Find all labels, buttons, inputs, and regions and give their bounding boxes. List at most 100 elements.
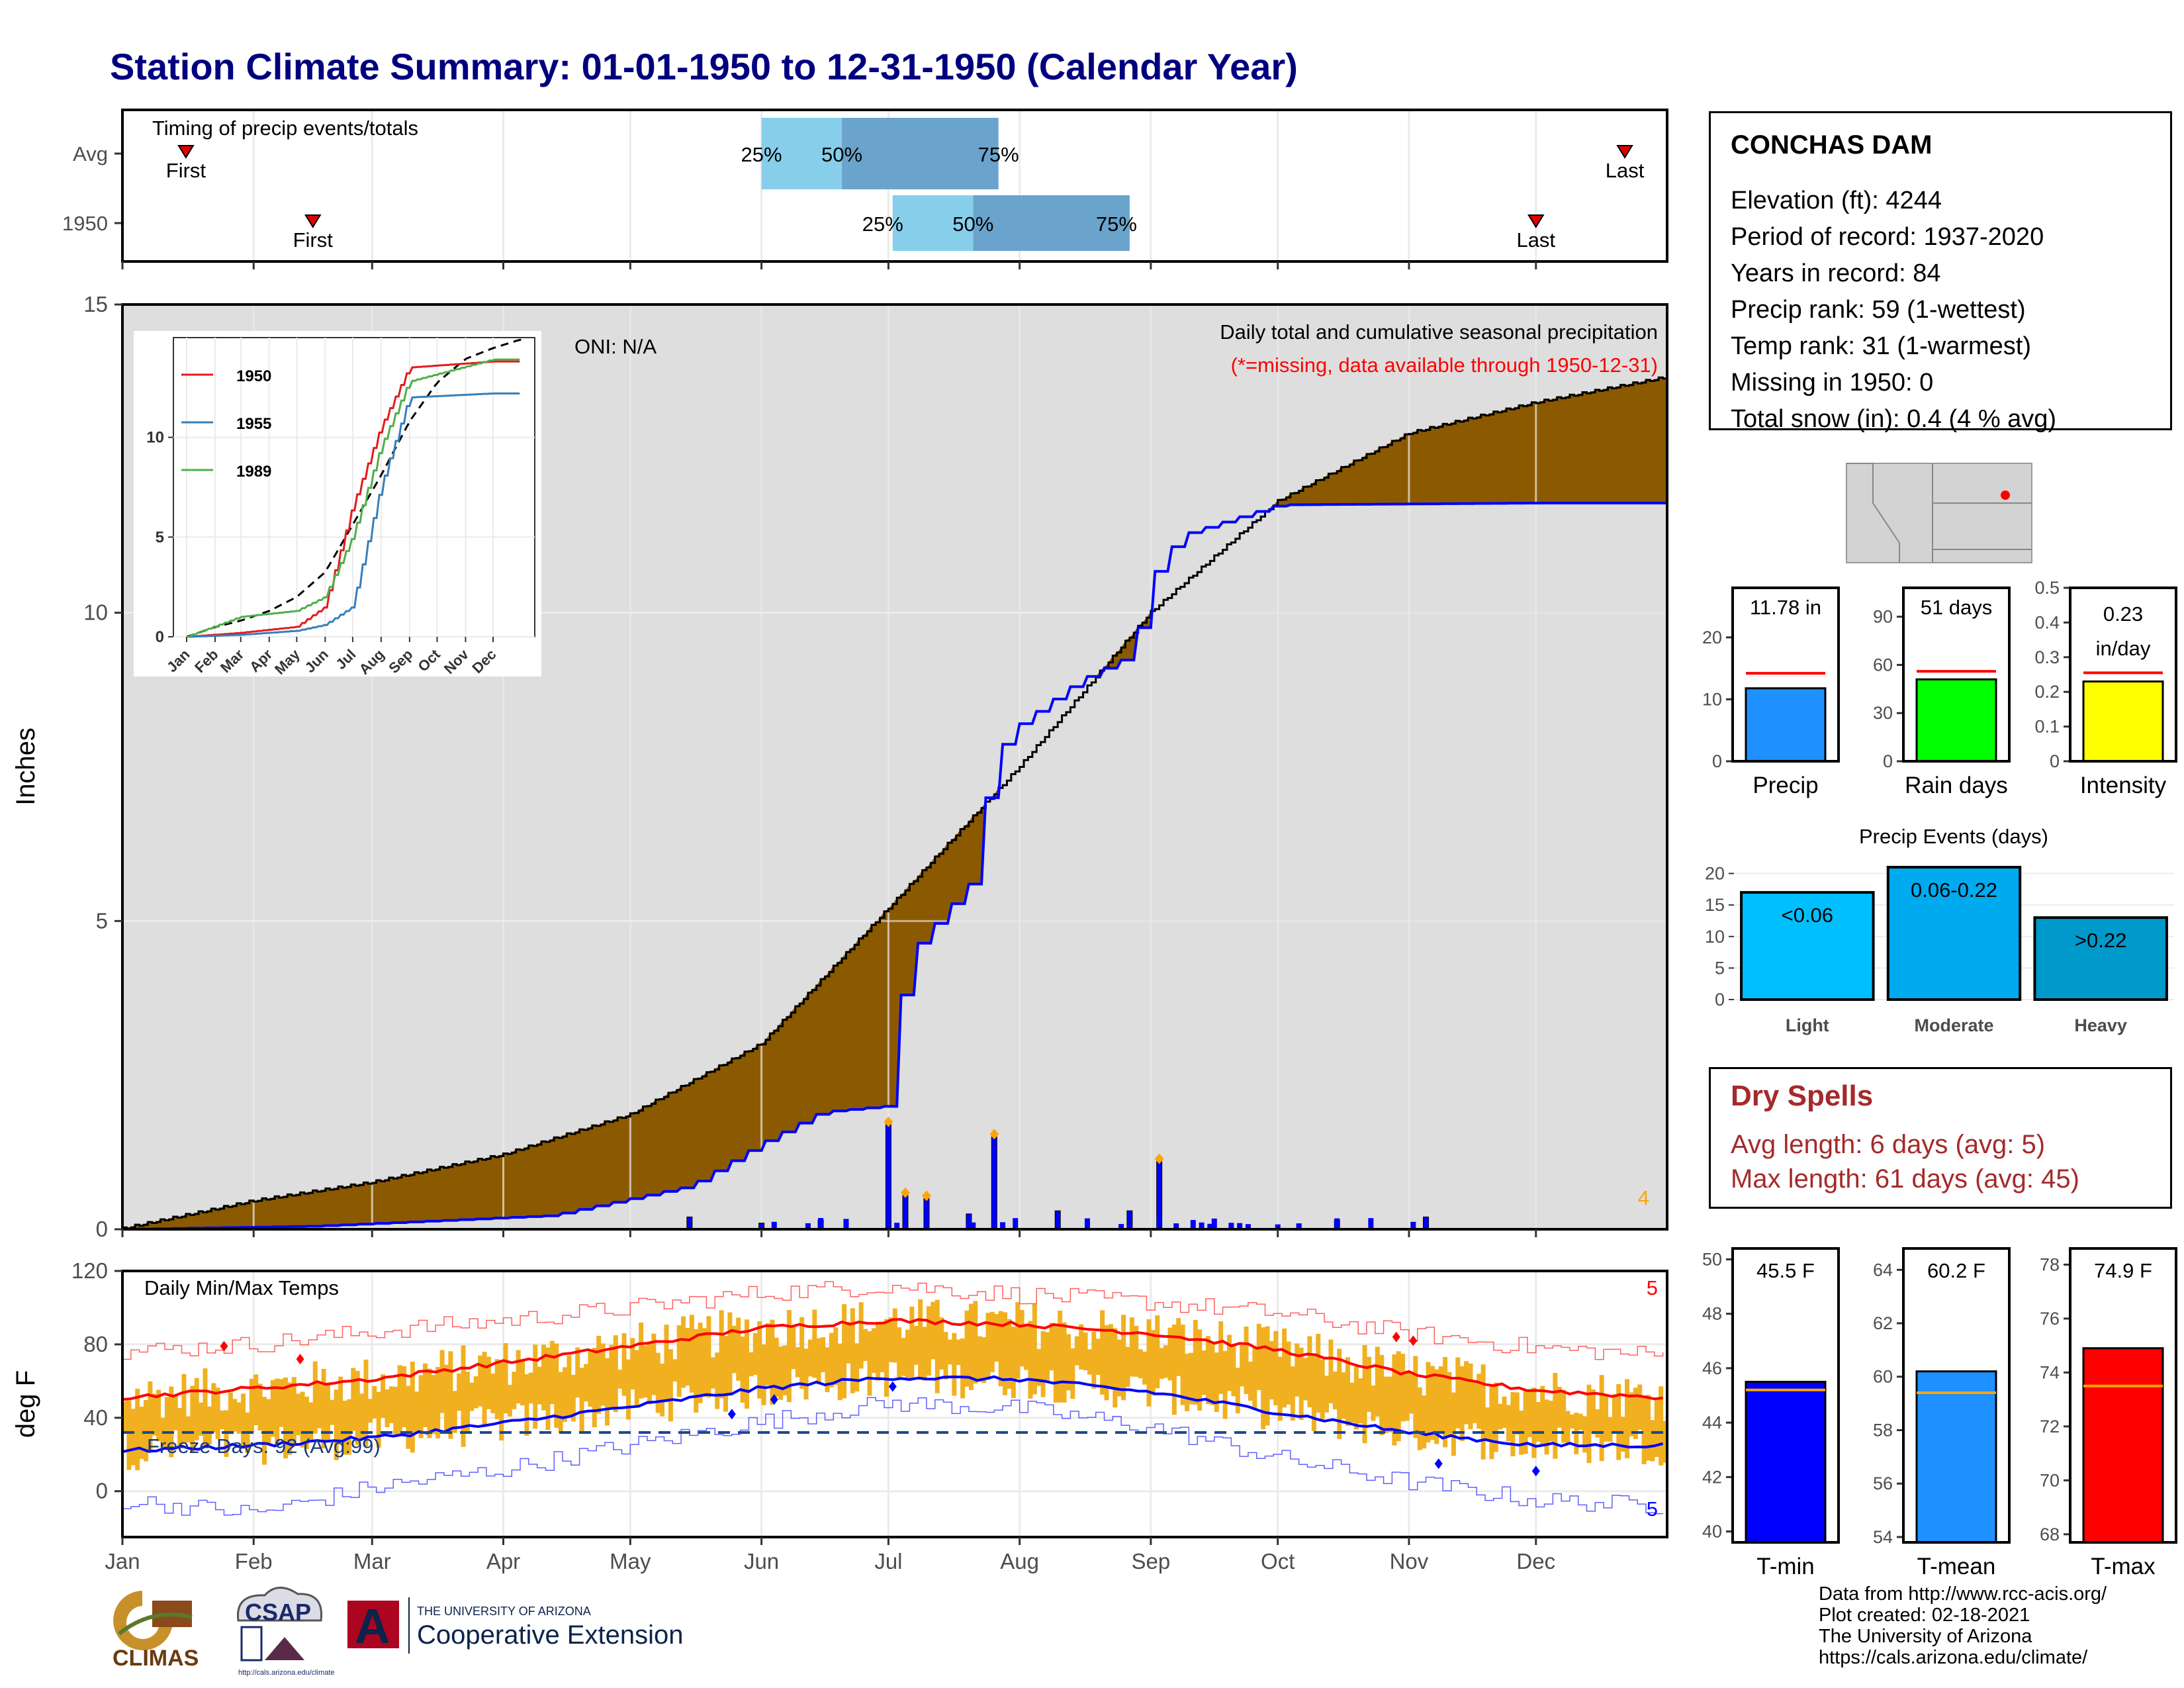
timing-label-50: 50% — [821, 143, 862, 166]
daily-temp-bar — [567, 1355, 572, 1415]
daily-precip-bar — [1296, 1223, 1302, 1229]
daily-temp-bar — [1150, 1330, 1156, 1396]
daily-temp-bar — [1477, 1374, 1482, 1429]
daily-temp-bar — [1303, 1358, 1308, 1401]
timing-label-75: 75% — [978, 143, 1019, 166]
daily-temp-bar — [579, 1368, 584, 1432]
daily-temp-bar — [609, 1344, 614, 1408]
daily-temp-bar — [397, 1365, 402, 1434]
station-snow: Total snow (in): 0.4 (4 % avg) — [1731, 405, 2057, 433]
daily-temp-bar — [846, 1321, 851, 1364]
t-min-bar — [1745, 1380, 1827, 1544]
daily-temp-bar — [850, 1308, 855, 1393]
timing-label-50: 50% — [952, 212, 993, 236]
timing-panel-border — [121, 109, 1668, 263]
daily-precip-bar — [1368, 1218, 1374, 1229]
daily-temp-bar — [478, 1355, 483, 1407]
daily-temp-bar — [461, 1345, 466, 1447]
daily-precip-bar — [923, 1197, 930, 1230]
daily-temp-bar — [465, 1371, 470, 1432]
daily-temp-bar — [1485, 1407, 1490, 1442]
csap-logo-text: CSAP — [245, 1599, 311, 1626]
month-axis-label: Jul — [874, 1549, 902, 1573]
daily-temp-bar — [1595, 1409, 1600, 1438]
daily-temp-bar — [1252, 1348, 1257, 1409]
record-temp-marker — [1392, 1331, 1400, 1342]
daily-temp-bar — [1222, 1350, 1228, 1419]
daily-precip-bar — [1211, 1218, 1217, 1229]
daily-temp-bar — [1633, 1387, 1638, 1439]
daily-temp-bar — [592, 1348, 597, 1428]
daily-temp-bar — [1646, 1395, 1651, 1461]
daily-temp-bar — [473, 1376, 478, 1409]
station-info-box: CONCHAS DAM Elevation (ft): 4244 Period … — [1709, 111, 2172, 433]
daily-temp-bar — [672, 1359, 678, 1382]
daily-temp-bar — [1142, 1351, 1148, 1385]
daily-temp-bar — [604, 1358, 610, 1426]
daily-temp-bar — [406, 1385, 411, 1449]
precip-events-ytick-label: 10 — [1705, 927, 1725, 947]
rain-days-ytick-label: 0 — [1883, 751, 1893, 771]
daily-precip-bar — [1275, 1224, 1281, 1229]
daily-temp-bar — [698, 1323, 703, 1403]
daily-precip-bar — [1013, 1218, 1019, 1229]
timing-row-label: Avg — [73, 142, 108, 165]
daily-temp-bar — [486, 1356, 491, 1409]
precip-events-bar-label: 0.06-0.22 — [1911, 878, 1997, 902]
daily-temp-bar — [676, 1325, 682, 1397]
daily-temp-bar — [1197, 1329, 1203, 1411]
t-max-ytick-label: 76 — [2040, 1309, 2060, 1329]
rain-days-xlabel: Rain days — [1905, 773, 2008, 798]
ua-logo-line2: Cooperative Extension — [417, 1620, 683, 1650]
daily-temp-bar — [1345, 1357, 1351, 1426]
daily-temp-bar — [1455, 1357, 1461, 1429]
daily-temp-bar — [1489, 1384, 1494, 1460]
daily-temp-bar — [524, 1374, 529, 1436]
precip-events-ytick-label: 5 — [1715, 958, 1725, 978]
daily-temp-bar — [1226, 1335, 1232, 1391]
daily-temp-bar — [892, 1308, 897, 1363]
t-min-ytick-label: 42 — [1702, 1467, 1722, 1487]
daily-temp-bar — [1189, 1352, 1194, 1405]
daily-temp-bar — [752, 1333, 758, 1376]
daily-temp-bar — [139, 1406, 144, 1460]
precip-events-bar-label: <0.06 — [1782, 904, 1833, 927]
month-axis-label: Aug — [1000, 1549, 1039, 1573]
daily-temp-bar — [1185, 1353, 1190, 1412]
credit-data-source: Data from http://www.rcc-acis.org/ — [1819, 1583, 2107, 1605]
intensity-unit-label: in/day — [2096, 637, 2151, 660]
daily-temp-bar — [1295, 1343, 1300, 1397]
daily-temp-bar — [807, 1339, 813, 1377]
min-record-count: 5 — [1647, 1497, 1658, 1521]
daily-temp-bar — [410, 1361, 415, 1453]
daily-temp-bar — [1523, 1389, 1528, 1454]
ua-logo-mark: A — [355, 1599, 390, 1654]
daily-temp-bar — [1036, 1348, 1042, 1386]
daily-temp-bar — [1138, 1349, 1143, 1379]
daily-temp-bar — [1612, 1394, 1617, 1432]
daily-temp-bar — [1108, 1324, 1113, 1389]
daily-temp-bar — [1116, 1339, 1122, 1397]
daily-temp-bar — [1383, 1376, 1388, 1433]
daily-temp-bar — [1608, 1417, 1613, 1442]
daily-temp-bar — [516, 1350, 521, 1404]
daily-temp-bar — [1548, 1401, 1553, 1442]
daily-temp-bar — [206, 1406, 212, 1445]
t-max-bar — [2082, 1347, 2164, 1544]
locator-border — [1846, 463, 1900, 563]
daily-temp-bar — [359, 1393, 365, 1440]
t-max-ytick-label: 68 — [2040, 1524, 2060, 1544]
daily-temp-bar — [1045, 1332, 1050, 1383]
daily-temp-bar — [173, 1394, 178, 1430]
daily-temp-bar — [1235, 1368, 1240, 1414]
inset-series-line — [187, 358, 520, 638]
logo-strip: CLIMAS CSAP http://cals.arizona.edu/clim… — [113, 1587, 683, 1677]
timing-first-marker — [304, 214, 322, 228]
temp-ytick-label: 80 — [83, 1332, 108, 1356]
rain-days-bar — [1915, 678, 1997, 763]
daily-precip-bar — [885, 1124, 891, 1230]
daily-temp-bar — [791, 1327, 796, 1370]
precip-events-bar — [1886, 866, 2022, 1001]
daily-temp-bar — [1201, 1350, 1206, 1395]
precip-total-ytick-label: 10 — [1702, 689, 1722, 709]
